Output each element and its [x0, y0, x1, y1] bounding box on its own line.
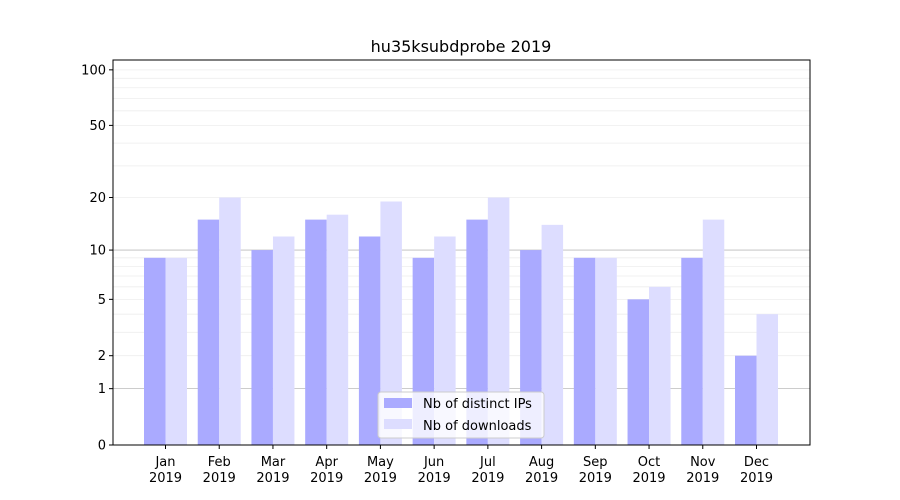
y-tick-label: 50 — [89, 119, 106, 134]
bar-downloads — [541, 224, 564, 445]
bar-downloads — [487, 197, 510, 445]
x-tick-label: Sep — [583, 455, 608, 470]
bar-distinct-ips — [681, 257, 703, 445]
bar-distinct-ips — [197, 219, 220, 445]
bar-downloads — [165, 257, 187, 445]
x-tick-label: 2019 — [364, 471, 397, 486]
y-tick-label: 10 — [89, 244, 106, 259]
bar-distinct-ips — [358, 236, 381, 445]
x-tick-label: 2019 — [149, 471, 182, 486]
legend-box — [377, 391, 545, 439]
legend-label-1: Nb of downloads — [423, 419, 532, 434]
x-tick-label: 2019 — [471, 471, 504, 486]
y-tick-label: 0 — [98, 439, 106, 454]
bar-downloads — [272, 236, 295, 445]
plot-frame — [112, 59, 811, 446]
bar-downloads — [649, 286, 671, 445]
x-tick-label: Aug — [529, 455, 554, 470]
x-tick-label: 2019 — [418, 471, 451, 486]
y-tick-label: 2 — [98, 349, 106, 364]
bar-downloads — [380, 201, 402, 445]
y-tick-label: 5 — [98, 293, 106, 308]
x-tick-label: 2019 — [525, 471, 558, 486]
bar-downloads — [219, 197, 241, 445]
bar-distinct-ips — [305, 219, 327, 445]
bar-distinct-ips — [144, 257, 166, 445]
y-tick-label: 1 — [98, 382, 106, 397]
x-tick-label: Oct — [638, 455, 660, 470]
bar-distinct-ips — [573, 257, 596, 445]
x-tick-label: 2019 — [632, 471, 665, 486]
x-axis: Jan2019Feb2019Mar2019Apr2019May2019Jun20… — [149, 445, 773, 486]
y-tick-label: 20 — [89, 191, 106, 206]
legend: Nb of distinct IPs Nb of downloads — [377, 391, 545, 439]
x-tick-label: 2019 — [740, 471, 773, 486]
bar-downloads — [756, 314, 778, 445]
x-tick-label: May — [367, 455, 394, 470]
bar-distinct-ips — [251, 250, 273, 445]
x-tick-label: 2019 — [579, 471, 612, 486]
x-tick-label: Jul — [479, 455, 496, 470]
x-tick-label: 2019 — [686, 471, 719, 486]
x-tick-label: Nov — [690, 455, 716, 470]
x-tick-label: Apr — [315, 455, 338, 470]
legend-label-0: Nb of distinct IPs — [423, 397, 532, 412]
x-tick-label: 2019 — [203, 471, 236, 486]
legend-swatch-0 — [384, 398, 412, 408]
bar-distinct-ips — [627, 299, 650, 445]
x-tick-label: 2019 — [310, 471, 343, 486]
x-tick-label: Jan — [154, 455, 175, 470]
x-tick-label: Jun — [423, 455, 444, 470]
y-axis: 0 1 2 5 10 20 50 100 — [81, 63, 113, 454]
y-tick-label: 100 — [81, 63, 106, 78]
x-tick-label: Feb — [208, 455, 231, 470]
x-tick-label: 2019 — [256, 471, 289, 486]
bar-distinct-ips — [735, 355, 757, 445]
chart-title: hu35ksubdprobe 2019 — [371, 37, 552, 56]
bar-downloads — [595, 257, 617, 445]
bar-downloads — [326, 214, 349, 445]
x-tick-label: Mar — [261, 455, 286, 470]
bar-downloads — [702, 219, 725, 445]
bar-distinct-ips — [466, 219, 488, 445]
legend-swatch-1 — [384, 419, 412, 429]
x-tick-label: Dec — [744, 455, 769, 470]
